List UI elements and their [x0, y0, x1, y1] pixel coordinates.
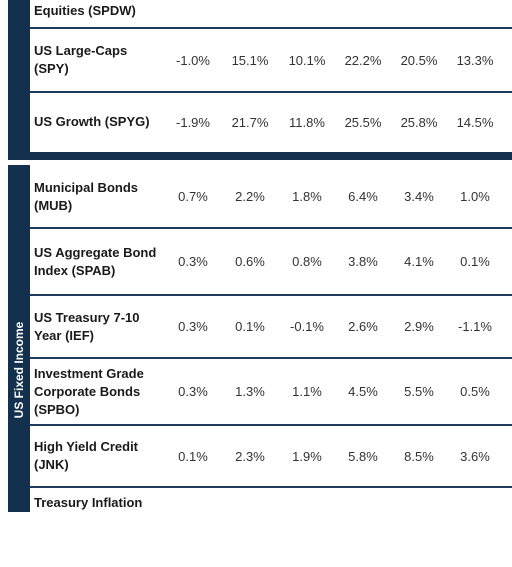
- section-divider: [8, 152, 512, 160]
- cell-value: 0.8%: [292, 254, 322, 269]
- cell-value: -1.1%: [458, 319, 492, 334]
- label-text: US Treasury 7-10 Year (IEF): [34, 309, 140, 343]
- row-label: US Growth (SPYG): [34, 92, 159, 152]
- row-label: US Treasury 7-10 Year (IEF): [34, 295, 159, 358]
- row-divider: [30, 27, 512, 29]
- cell-value: 21.7%: [231, 114, 269, 130]
- cell-value: 0.6%: [235, 254, 265, 269]
- cell-value: 15.1%: [231, 52, 269, 68]
- cell-value: 1.3%: [235, 384, 265, 399]
- cell-value: 5.5%: [404, 384, 434, 399]
- row-divider: [30, 294, 512, 296]
- cell-value: 0.3%: [178, 384, 208, 399]
- cell-value: 0.3%: [178, 319, 208, 334]
- cell-value: 3.8%: [348, 254, 378, 269]
- label-text: US Aggregate Bond Index (SPAB): [34, 244, 157, 278]
- cell-value: 14.5%: [456, 114, 494, 130]
- row-divider: [30, 227, 512, 229]
- cell-value: 6.4%: [348, 189, 378, 204]
- label-text: US Large-Caps (SPY): [34, 43, 128, 76]
- label-text: Investment Grade Corporate Bonds (SPBO): [34, 365, 144, 417]
- cell-value: 25.5%: [344, 114, 382, 130]
- label-text: US Growth (SPYG): [34, 114, 150, 129]
- cell-value: 0.1%: [460, 254, 490, 269]
- cell-value: 1.0%: [460, 189, 490, 204]
- row-label: Municipal Bonds (MUB): [34, 165, 159, 228]
- cell-value: 22.2%: [344, 52, 382, 68]
- cell-value: 0.3%: [178, 254, 208, 269]
- cell-value: 0.5%: [460, 384, 490, 399]
- cell-value: -1.0%: [176, 52, 210, 68]
- cell-value: 3.4%: [404, 189, 434, 204]
- row-divider: [30, 91, 512, 93]
- row-divider: [30, 357, 512, 359]
- cell-value: 4.5%: [348, 384, 378, 399]
- cell-value: -1.9%: [176, 114, 210, 130]
- section-label: US Fixed Income: [12, 321, 26, 419]
- label-text: Municipal Bonds (MUB): [34, 179, 138, 213]
- cell-value: 8.5%: [404, 448, 434, 464]
- row-label: Equities (SPDW): [34, 0, 159, 50]
- cell-value: 1.9%: [292, 448, 322, 464]
- cell-value: 1.1%: [292, 384, 322, 399]
- cell-value: 4.1%: [404, 254, 434, 269]
- row-label: High Yield Credit (JNK): [34, 425, 159, 487]
- row-divider: [30, 486, 512, 488]
- cell-value: 0.1%: [235, 319, 265, 334]
- sidebar-fixed-income: [8, 165, 30, 512]
- cell-value: 2.3%: [235, 448, 265, 464]
- label-text: Equities (SPDW): [34, 3, 136, 18]
- cell-value: -0.1%: [290, 319, 324, 334]
- cell-value: 2.9%: [404, 319, 434, 334]
- sidebar-equities: [8, 0, 30, 155]
- row-label: US Aggregate Bond Index (SPAB): [34, 228, 159, 295]
- label-text: High Yield Credit (JNK): [34, 439, 139, 472]
- cell-value: 0.7%: [178, 189, 208, 204]
- cell-value: 25.8%: [400, 114, 438, 130]
- row-label: Treasury Inflation: [34, 487, 159, 567]
- cell-value: 10.1%: [288, 52, 326, 68]
- cell-value: 20.5%: [400, 52, 438, 68]
- cell-value: 1.8%: [292, 189, 322, 204]
- row-divider: [30, 424, 512, 426]
- label-text: Treasury Inflation: [34, 495, 143, 510]
- cell-value: 5.8%: [348, 448, 378, 464]
- cell-value: 0.1%: [178, 448, 208, 464]
- row-label: US Large-Caps (SPY): [34, 28, 159, 92]
- cell-value: 13.3%: [456, 52, 494, 68]
- cell-value: 2.2%: [235, 189, 265, 204]
- cell-value: 11.8%: [289, 114, 325, 130]
- cell-value: 2.6%: [348, 319, 378, 334]
- row-label: Investment Grade Corporate Bonds (SPBO): [34, 358, 159, 425]
- page: US Fixed Income Equities (SPDW) US Large-…: [8, 0, 512, 512]
- cell-value: 3.6%: [460, 448, 490, 464]
